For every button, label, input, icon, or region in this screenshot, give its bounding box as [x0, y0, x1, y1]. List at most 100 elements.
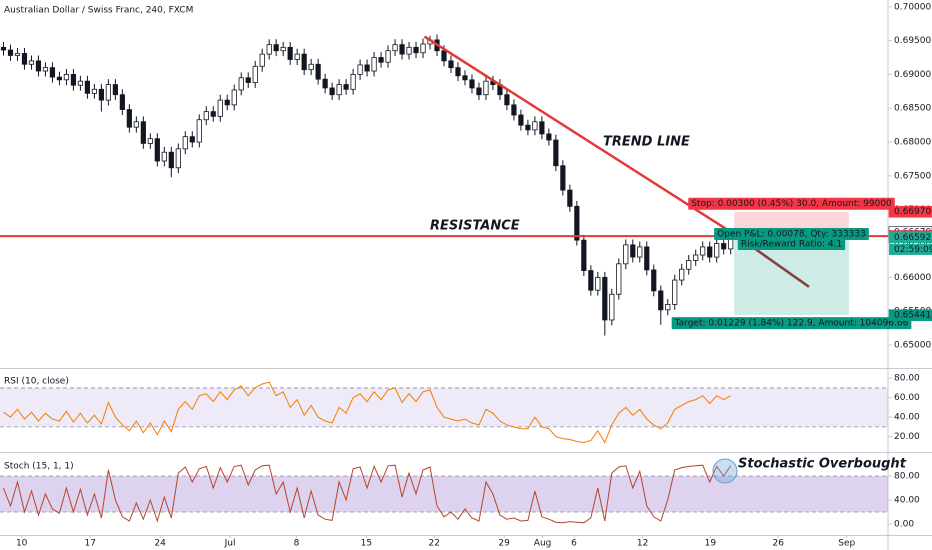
stop-zone: [734, 211, 849, 233]
candle-body: [308, 63, 314, 71]
candle-body: [686, 260, 692, 270]
candle-body: [343, 84, 349, 90]
y-tick-label: 0.66000: [894, 273, 931, 283]
x-tick-label: Aug: [534, 539, 552, 549]
pnl-label: Open P&L: 0.00078, Qty: 333333: [717, 230, 866, 240]
candle-body: [672, 279, 678, 305]
x-tick-label: 19: [705, 539, 717, 549]
candle-body: [315, 63, 321, 80]
x-tick-label: 29: [498, 539, 510, 549]
candle-body: [224, 99, 230, 106]
y-tick-label: 0.69500: [894, 36, 931, 46]
candle-body: [399, 44, 405, 55]
candle-body: [658, 290, 664, 311]
candle-body: [532, 121, 538, 131]
stop-label: Stop: 0.00300 (0.45%) 30.0, Amount: 9900…: [691, 199, 892, 209]
candle-body: [336, 84, 342, 96]
countdown-box: [889, 243, 932, 255]
candle-body: [504, 94, 510, 106]
candle-body: [287, 46, 293, 60]
candle-body: [56, 76, 63, 81]
candle-body: [623, 244, 629, 265]
candle-body: [161, 151, 167, 162]
candle-body: [217, 99, 223, 117]
candle-body: [14, 53, 21, 56]
candle-body: [42, 67, 49, 72]
candle-body: [595, 276, 601, 291]
candle-body: [539, 121, 545, 135]
y-tick-label: 20.00: [894, 432, 920, 442]
candle-body: [707, 246, 713, 258]
candle-body: [581, 239, 587, 271]
candle-body: [511, 104, 517, 116]
candle-body: [714, 243, 720, 258]
candle-body: [133, 121, 139, 128]
price-label: 0.66592: [894, 233, 931, 243]
candle-body: [665, 304, 671, 311]
candle-body: [140, 121, 146, 144]
candle-body: [553, 139, 559, 167]
candle-body: [392, 44, 398, 52]
candle-body: [651, 269, 657, 292]
highlight-circle: [712, 458, 738, 484]
candle-body: [119, 94, 125, 110]
price-label: 0.66970: [894, 207, 931, 217]
y-tick-label: 0.68000: [894, 138, 931, 148]
candle-body: [630, 244, 636, 258]
candle-body: [567, 189, 573, 207]
candle-body: [462, 75, 468, 81]
candle-body: [126, 109, 132, 128]
candle-body: [616, 263, 622, 295]
candle-body: [609, 293, 615, 321]
y-tick-label: 0.69000: [894, 70, 931, 80]
candle-body: [105, 84, 111, 101]
candle-body: [147, 138, 153, 144]
candle-body: [679, 268, 685, 281]
candle-body: [266, 44, 272, 55]
candle-body: [602, 276, 608, 321]
candle-body: [322, 78, 328, 89]
candle-body: [273, 44, 279, 52]
candle-body: [350, 74, 356, 90]
price-label-box: [888, 309, 932, 321]
x-tick-label: 6: [571, 539, 577, 549]
candle-body: [483, 80, 489, 96]
candle-body: [371, 57, 377, 72]
candle-body: [329, 87, 335, 96]
indicator-line: [3, 464, 732, 524]
candle-body: [469, 79, 475, 89]
candle-body: [364, 64, 370, 72]
candle-body: [175, 148, 181, 169]
x-tick-label: 17: [84, 539, 95, 549]
candle-body: [441, 50, 447, 62]
candle-body: [112, 84, 118, 96]
y-tick-label: 0.67500: [894, 171, 931, 181]
annotation: Stochastic Overbought: [738, 457, 907, 472]
y-tick-label: 40.00: [894, 496, 920, 506]
candle-body: [406, 46, 412, 55]
y-tick-label: 0.00: [894, 520, 914, 530]
target-label: Target: 0.01229 (1.84%) 122.9, Amount: 1…: [674, 319, 909, 329]
y-tick-label: 40.00: [894, 413, 920, 423]
y-tick-label: 80.00: [894, 472, 920, 482]
candle-body: [70, 74, 77, 86]
candle-body: [77, 80, 84, 86]
ratio-label-box: [737, 238, 846, 251]
candle-body: [154, 138, 160, 162]
candle-body: [238, 77, 244, 91]
y-tick-label: 0.65000: [894, 341, 931, 351]
annotation: TREND LINE: [603, 135, 690, 150]
candle-body: [546, 133, 552, 141]
candle-body: [196, 119, 202, 143]
x-tick-label: 8: [294, 539, 300, 549]
candle-body: [448, 60, 454, 69]
y-tick-label: 0.68500: [894, 104, 931, 114]
candle-body: [357, 64, 363, 75]
price-label-box: [888, 205, 932, 218]
candle-body: [7, 49, 14, 56]
candle-body: [378, 57, 384, 63]
candle-body: [574, 205, 580, 241]
countdown: 02:59:09: [894, 245, 932, 255]
